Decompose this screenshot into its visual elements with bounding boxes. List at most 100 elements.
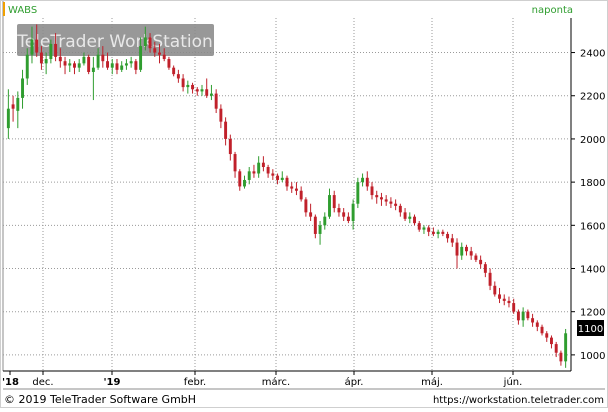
candle-body [351, 203, 355, 221]
candle-body [153, 48, 157, 53]
candle-body [238, 171, 242, 187]
candle-body [398, 205, 402, 213]
candle-body [342, 212, 346, 217]
candle-body [299, 190, 303, 200]
candle-body [261, 162, 265, 168]
candle-body [493, 285, 497, 295]
candle-body [464, 246, 468, 252]
candle-body [290, 186, 294, 189]
candle-body [413, 216, 416, 224]
candle-body [408, 216, 412, 219]
candle-body [488, 272, 492, 286]
candle-body [54, 43, 58, 57]
candle-body [25, 54, 29, 79]
y-tick-label: 1400 [580, 265, 605, 276]
candle-body [564, 333, 568, 362]
candle-body [550, 337, 553, 345]
candle-body [521, 311, 525, 321]
candle-body [427, 227, 431, 232]
candle-body [294, 188, 298, 191]
candle-body [35, 39, 39, 53]
x-tick-label: máj. [421, 376, 443, 388]
candle-body [243, 179, 246, 187]
candle-body [228, 138, 232, 155]
y-tick-label: 2000 [580, 135, 605, 146]
candle-body [191, 84, 195, 90]
candle-body [6, 108, 10, 129]
candle-body [559, 352, 563, 362]
y-tick-label: 1600 [580, 221, 605, 232]
candle-body [460, 246, 464, 256]
candle-body [516, 311, 520, 321]
candle-body [124, 63, 128, 66]
candle-body [143, 37, 147, 47]
candle-body [455, 242, 459, 256]
candle-body [545, 333, 549, 338]
candle-body [554, 344, 558, 353]
candle-body [115, 63, 119, 70]
candle-body [328, 195, 331, 217]
candle-body [417, 223, 421, 230]
candle-body [512, 303, 516, 312]
y-tick-label: 1000 [580, 351, 605, 362]
candle-body [276, 175, 280, 180]
candle-body [356, 182, 360, 204]
candle-body [77, 63, 81, 68]
candle-body [332, 195, 336, 209]
candle-body [16, 97, 20, 111]
candle-body [129, 61, 133, 64]
candle-body [68, 63, 72, 66]
candle-body [507, 300, 511, 304]
candle-body [252, 171, 256, 174]
y-tick-label: 2200 [580, 92, 605, 103]
candle-body [91, 67, 95, 72]
candle-body [309, 212, 313, 217]
candle-body [120, 65, 124, 70]
candle-body [181, 78, 185, 88]
candle-body [474, 255, 478, 260]
last-price-tag [577, 320, 604, 336]
y-tick-label: 1200 [580, 308, 605, 319]
source-url[interactable]: https://workstation.teletrader.com [433, 395, 604, 406]
candle-body [318, 225, 322, 234]
candle-body [535, 322, 539, 327]
candle-body [304, 199, 308, 213]
x-tick-label: '18 [2, 377, 19, 388]
candle-body [11, 104, 15, 109]
candle-body [446, 233, 450, 239]
candle-body [531, 318, 535, 323]
copyright-text: © 2019 TeleTrader Software GmbH [4, 393, 196, 406]
candle-body [469, 251, 473, 256]
candle-body [379, 197, 383, 200]
candle-body [186, 84, 190, 88]
candle-body [134, 61, 138, 70]
candle-body [209, 93, 213, 96]
candle-body [384, 199, 388, 202]
x-tick-labels: '18 dec. '19 febr. márc. ápr. máj. jún. [2, 371, 522, 388]
y-tick-label: 2400 [580, 49, 605, 60]
candle-body [224, 121, 228, 139]
symbol-label: WABS [8, 5, 37, 16]
candle-body [44, 59, 48, 64]
candle-body [200, 89, 204, 92]
candle-body [498, 294, 501, 299]
candle-body [214, 93, 218, 109]
candle-body [502, 298, 506, 301]
candle-body [450, 238, 454, 243]
candle-body [219, 108, 223, 122]
candle-body [39, 52, 43, 64]
candle-body [148, 37, 152, 49]
candle-body [540, 326, 544, 334]
candle-body [82, 56, 86, 64]
x-tick-label: ápr. [345, 376, 364, 388]
last-price-value: 1100 [578, 324, 603, 335]
candle-body [110, 63, 114, 68]
candle-body [394, 203, 398, 206]
candle-body [441, 231, 445, 234]
interval-label: naponta [532, 5, 573, 16]
candle-body [280, 177, 284, 180]
watermark-box [17, 24, 214, 56]
candle-body [271, 173, 275, 176]
